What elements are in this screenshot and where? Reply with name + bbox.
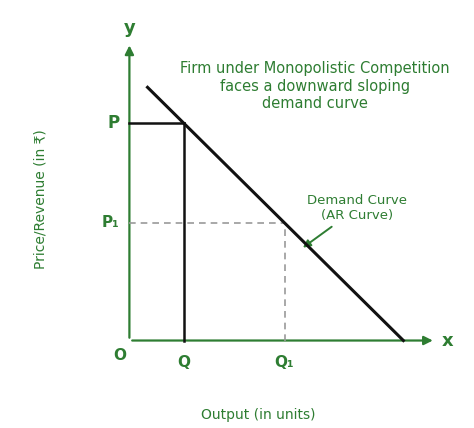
Text: O: O — [113, 348, 126, 363]
Text: P: P — [107, 114, 119, 132]
Text: Q: Q — [177, 355, 190, 370]
Text: Demand Curve
(AR Curve): Demand Curve (AR Curve) — [305, 194, 407, 247]
Text: y: y — [124, 19, 135, 37]
Text: P₁: P₁ — [101, 215, 119, 230]
Text: Output (in units): Output (in units) — [201, 407, 316, 422]
Text: Price/Revenue (in ₹): Price/Revenue (in ₹) — [34, 129, 48, 269]
Text: x: x — [442, 332, 453, 350]
Text: Q₁: Q₁ — [275, 355, 294, 370]
Text: Firm under Monopolistic Competition
faces a downward sloping
demand curve: Firm under Monopolistic Competition face… — [180, 61, 449, 111]
